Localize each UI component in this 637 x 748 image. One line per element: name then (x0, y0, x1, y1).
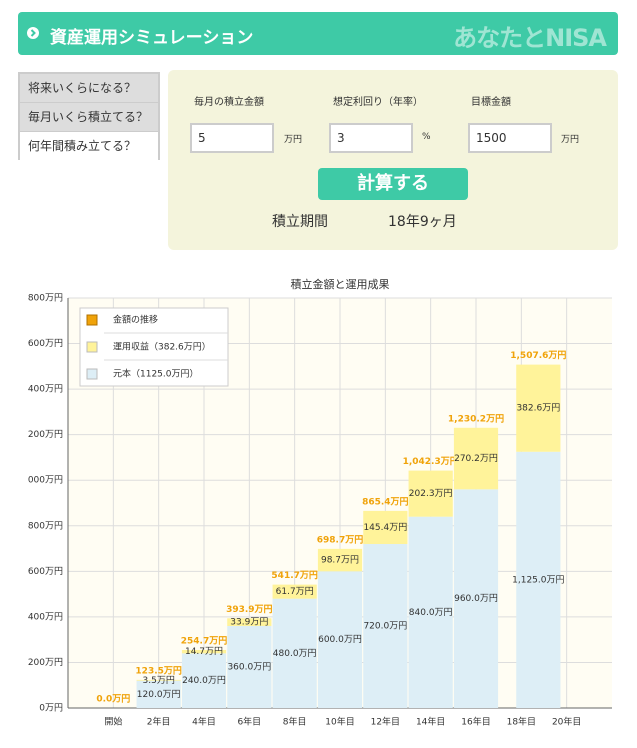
legend-label: 運用収益（382.6万円） (113, 341, 211, 353)
text-input[interactable]: 1500 (468, 123, 552, 153)
value-label: 120.0万円 (137, 689, 181, 700)
bar-segment (272, 584, 317, 599)
total-label: 541.7万円 (271, 570, 317, 581)
y-tick-label: 0万円 (39, 703, 63, 714)
x-tick-label: 6年目 (237, 716, 261, 728)
brand: あなたとNISA (453, 24, 607, 52)
legend-box (79, 307, 229, 387)
total-label: 123.5万円 (135, 665, 181, 676)
bar-segment (408, 470, 453, 517)
x-tick-label: 12年目 (371, 716, 400, 728)
legend-marker (86, 314, 98, 326)
tab[interactable]: 毎月いくら積立てる？ (20, 103, 158, 132)
bar-segment (317, 571, 363, 708)
value-label: 145.4万円 (363, 522, 407, 533)
value-label: 61.7万円 (276, 586, 314, 597)
result-value: 18年9ヶ月 (388, 214, 457, 230)
total-label: 1,230.2万円 (448, 413, 504, 424)
field-label: 想定利回り（年率） (333, 97, 423, 108)
legend-label: 金額の推移 (113, 314, 158, 326)
value-label: 270.2万円 (454, 453, 498, 464)
y-tick-label: 400万円 (28, 384, 63, 395)
value-label: 98.7万円 (321, 555, 359, 566)
tab[interactable]: 何年間積み立てる？ (20, 132, 158, 160)
field-label: 目標金額 (471, 97, 511, 108)
total-label: 865.4万円 (362, 496, 408, 507)
unit: 万円 (561, 135, 580, 145)
value-label: 202.3万円 (409, 488, 453, 499)
bar-segment (181, 653, 227, 708)
value-label: 600.0万円 (318, 634, 362, 645)
legend-label: 元本（1125.0万円） (113, 368, 199, 380)
bar-segment (516, 364, 561, 452)
y-tick-label: 600万円 (28, 566, 63, 577)
tab[interactable]: 将来いくらになる？ (20, 74, 158, 103)
header-title: 資産運用シミュレーション (50, 28, 254, 48)
bar-segment (453, 489, 499, 708)
header-icon (27, 27, 39, 39)
total-label: 1,507.6万円 (510, 350, 566, 361)
bar-segment (363, 510, 408, 544)
unit: 万円 (284, 135, 303, 145)
total-label: 1,042.3万円 (403, 456, 459, 467)
text-input[interactable]: 5 (190, 123, 274, 153)
y-tick-label: 800万円 (28, 520, 63, 531)
value-label: 382.6万円 (516, 403, 560, 414)
x-tick-label: 2年目 (147, 716, 171, 728)
value-label: 240.0万円 (182, 675, 226, 686)
y-tick-label: 000万円 (28, 475, 63, 486)
total-label: 393.9万円 (226, 604, 272, 615)
value-label: 360.0万円 (227, 662, 271, 673)
x-tick-label: 8年目 (283, 716, 307, 728)
bar-segment (363, 544, 408, 708)
value-label: 720.0万円 (363, 621, 407, 632)
value-label: 33.9万円 (230, 617, 268, 628)
bar-segment (516, 451, 561, 708)
total-label: 698.7万円 (317, 534, 363, 545)
chart-title: 積立金額と運用成果 (291, 277, 390, 291)
value-label: 14.7万円 (185, 646, 223, 657)
value-label: 3.5万円 (143, 675, 175, 686)
unit: % (422, 132, 431, 142)
y-tick-label: 800万円 (28, 293, 63, 304)
value-label: 1,125.0万円 (512, 574, 564, 585)
bar-segment (408, 516, 453, 708)
bar-segment (272, 598, 317, 708)
x-tick-label: 18年目 (507, 716, 536, 728)
legend-marker (86, 341, 98, 353)
y-tick-label: 600万円 (28, 338, 63, 349)
bar-segment (227, 618, 272, 626)
bar-segment (317, 548, 363, 572)
x-tick-label: 14年目 (416, 716, 445, 728)
bar-segment (227, 626, 272, 708)
result-label: 積立期間 (272, 214, 328, 230)
bar-segment (136, 679, 181, 681)
x-tick-label: 16年目 (461, 716, 490, 728)
y-tick-label: 200万円 (28, 657, 63, 668)
text-input[interactable]: 3 (329, 123, 413, 153)
bar-segment (181, 649, 227, 654)
field-label: 毎月の積立金額 (194, 97, 264, 108)
bar-segment (136, 680, 181, 708)
form-panel: 毎月の積立金額 想定利回り（年率） 目標金額 5 3 1500 万円 % 万円 … (168, 70, 618, 250)
total-label: 0.0万円 (96, 694, 130, 705)
bar-segment (453, 427, 499, 490)
value-label: 480.0万円 (273, 648, 317, 659)
x-tick-label: 20年目 (552, 716, 581, 728)
y-tick-label: 200万円 (28, 429, 63, 440)
y-tick-label: 400万円 (28, 611, 63, 622)
x-tick-label: 4年目 (192, 716, 216, 728)
value-label: 960.0万円 (454, 593, 498, 604)
header: 資産運用シミュレーション あなたとNISA (18, 12, 618, 55)
total-label: 254.7万円 (181, 635, 227, 646)
value-label: 840.0万円 (409, 607, 453, 618)
calculate-button[interactable]: 計算する (318, 168, 468, 200)
chart: 積立金額と運用成果 0万円 200万円 400万円 600万円 800万円 000万円 20… (28, 277, 612, 728)
legend-marker (86, 368, 98, 380)
tabs: 将来いくらになる？ 毎月いくら積立てる？ 何年間積み立てる？ (18, 72, 160, 160)
x-tick-label: 開始 (104, 716, 122, 728)
x-tick-label: 10年目 (325, 716, 354, 728)
